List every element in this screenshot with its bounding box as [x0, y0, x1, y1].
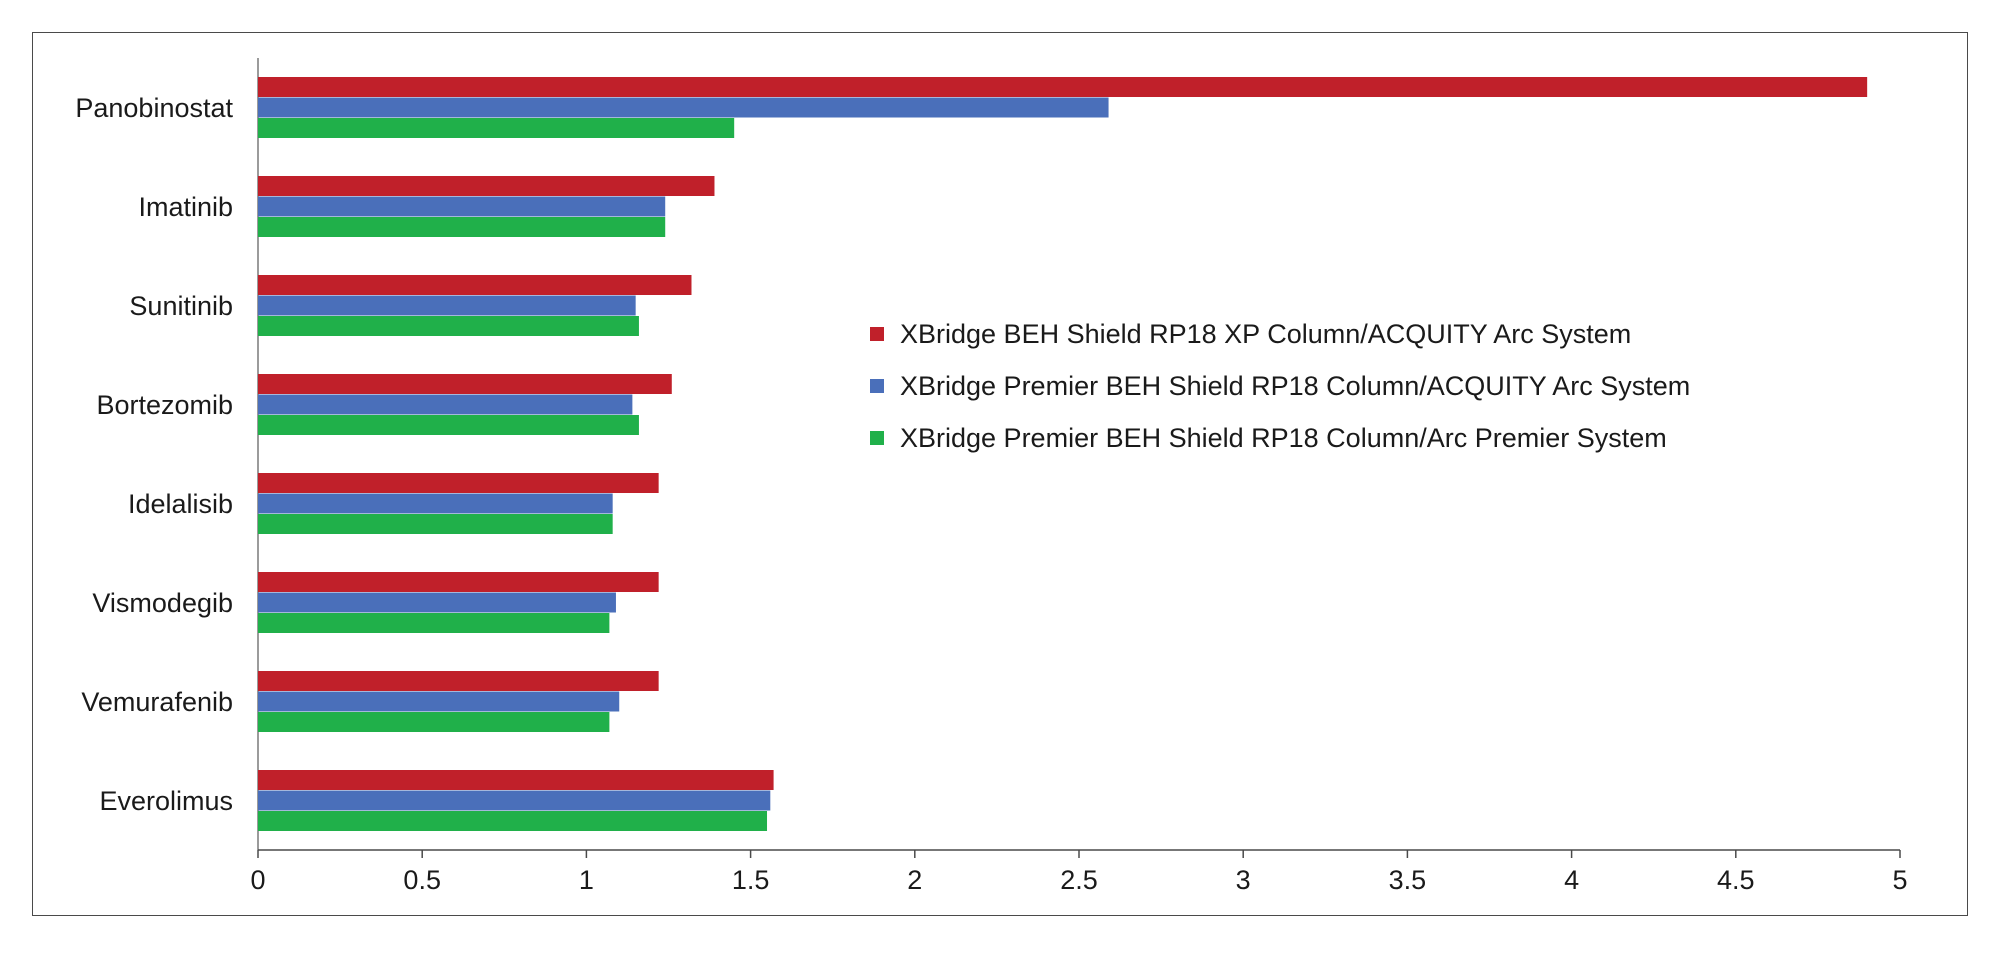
x-tick-label: 4.5 — [1717, 865, 1755, 895]
bar — [258, 712, 610, 732]
legend-label: XBridge Premier BEH Shield RP18 Column/A… — [900, 423, 1667, 453]
bar — [258, 77, 1868, 97]
bar — [258, 592, 616, 613]
bar — [258, 514, 613, 534]
bar — [258, 196, 666, 217]
bar — [258, 770, 774, 790]
bar — [258, 493, 613, 514]
bar — [258, 118, 735, 138]
x-tick-label: 1.5 — [732, 865, 770, 895]
bar — [258, 394, 633, 415]
category-label: Vemurafenib — [81, 687, 233, 717]
bar — [258, 811, 768, 831]
category-label: Idelalisib — [128, 489, 233, 519]
bar — [258, 97, 1109, 118]
bar — [258, 415, 639, 435]
legend-swatch — [870, 379, 884, 393]
bar — [258, 613, 610, 633]
bar — [258, 275, 692, 295]
x-tick-label: 4 — [1564, 865, 1579, 895]
bar — [258, 316, 639, 336]
x-tick-label: 3 — [1236, 865, 1251, 895]
x-tick-label: 5 — [1892, 865, 1907, 895]
bar — [258, 691, 620, 712]
bar — [258, 217, 666, 237]
category-label: Vismodegib — [92, 588, 233, 618]
x-tick-label: 2 — [907, 865, 922, 895]
legend-label: XBridge Premier BEH Shield RP18 Column/A… — [900, 371, 1690, 401]
category-label: Imatinib — [138, 192, 233, 222]
x-tick-label: 1 — [579, 865, 594, 895]
bar — [258, 295, 636, 316]
bar — [258, 572, 659, 592]
category-label: Panobinostat — [75, 93, 233, 123]
bar — [258, 473, 659, 493]
x-tick-label: 3.5 — [1389, 865, 1427, 895]
bar — [258, 790, 771, 811]
bar — [258, 176, 715, 196]
legend-swatch — [870, 327, 884, 341]
x-tick-label: 0 — [250, 865, 265, 895]
legend-swatch — [870, 431, 884, 445]
chart-frame — [32, 32, 1968, 916]
category-label: Bortezomib — [96, 390, 233, 420]
category-label: Everolimus — [99, 786, 233, 816]
category-label: Sunitinib — [129, 291, 233, 321]
legend-label: XBridge BEH Shield RP18 XP Column/ACQUIT… — [900, 319, 1631, 349]
bar — [258, 374, 672, 394]
x-tick-label: 0.5 — [403, 865, 441, 895]
bar — [258, 671, 659, 691]
x-tick-label: 2.5 — [1060, 865, 1098, 895]
